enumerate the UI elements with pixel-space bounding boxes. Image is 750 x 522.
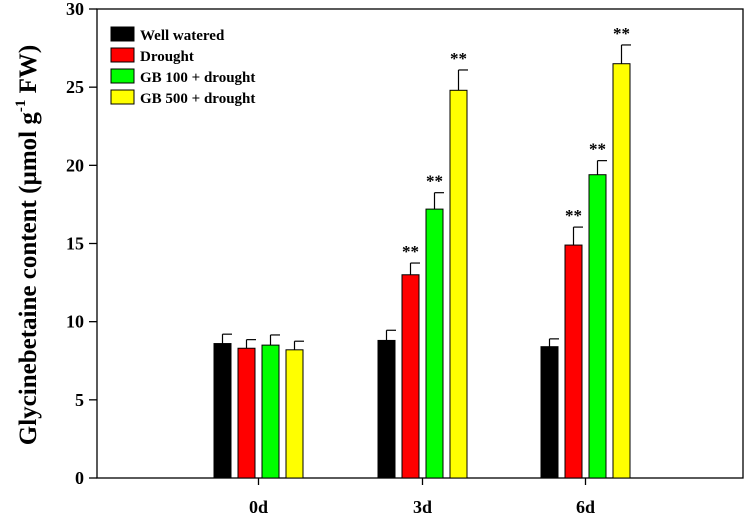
- bar: [261, 344, 280, 479]
- y-axis-label-tail: FW): [15, 45, 42, 100]
- significance-label: **: [613, 24, 630, 43]
- y-tick-label: 15: [66, 234, 84, 254]
- bar: [213, 343, 232, 479]
- y-axis-label-superscript: -1: [13, 100, 29, 113]
- legend-swatch: [110, 68, 135, 84]
- x-tick-label: 6d: [576, 497, 595, 517]
- y-tick-label: 5: [75, 390, 84, 410]
- y-tick-label: 10: [66, 312, 84, 332]
- bar: [285, 349, 304, 479]
- y-axis-label-main: Glycinebetaine content (µmol g: [15, 112, 42, 446]
- legend-label: GB 500 + drought: [140, 91, 255, 107]
- bar: [612, 63, 631, 479]
- legend-swatch: [110, 47, 135, 63]
- legend-swatch: [110, 26, 135, 42]
- y-tick-label: 25: [66, 77, 84, 97]
- svg-text:Glycinebetaine content (µmol g: Glycinebetaine content (µmol g-1 FW): [13, 45, 42, 445]
- y-tick-label: 20: [66, 155, 84, 175]
- legend-label: Drought: [140, 49, 194, 65]
- significance-label: **: [565, 206, 582, 225]
- bar: [540, 346, 559, 479]
- bar: [449, 89, 468, 479]
- bar: [425, 208, 444, 479]
- legend-label: Well watered: [140, 28, 225, 44]
- significance-label: **: [426, 172, 443, 191]
- legend-swatch: [110, 89, 135, 105]
- y-axis-label: Glycinebetaine content (µmol g-1 FW): [13, 45, 42, 445]
- plot-area: 0 5 10 15 20 25 30 0d 3d 6d ** ** ** ** ** ** Well water…: [66, 0, 744, 517]
- legend-label: GB 100 + drought: [140, 70, 255, 86]
- y-tick-label: 0: [75, 468, 84, 488]
- bar: [237, 347, 256, 479]
- bar: [588, 174, 607, 479]
- x-tick-label: 0d: [249, 497, 268, 517]
- bar: [564, 244, 583, 479]
- significance-label: **: [589, 140, 606, 159]
- x-tick-label: 3d: [413, 497, 432, 517]
- significance-label: **: [402, 242, 419, 261]
- bar: [377, 339, 396, 479]
- bar: [401, 274, 420, 479]
- significance-label: **: [450, 49, 467, 68]
- y-tick-label: 30: [66, 0, 84, 19]
